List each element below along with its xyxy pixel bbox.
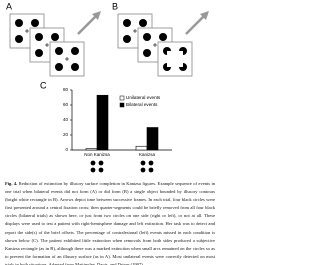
condition-icon	[90, 167, 96, 173]
panel-label: A	[6, 1, 12, 11]
figure-graphics: A B C 0 20 40 60 80 Non Kanizsa Kanizsa Unilate…	[6, 1, 209, 173]
bar	[135, 145, 148, 151]
legend-label: Unilateral events	[126, 95, 161, 100]
y-tick-label: 40	[63, 117, 69, 122]
caption-label: Fig. 4.	[5, 181, 18, 186]
condition-icon	[98, 160, 104, 166]
x-tick-label: Kanizsa	[139, 152, 156, 157]
caption-text: Reduction of extinction by illusory surf…	[5, 181, 216, 265]
y-tick-label: 80	[63, 87, 69, 92]
y-tick-label: 60	[63, 102, 69, 107]
condition-icon	[148, 167, 154, 173]
condition-icon	[140, 160, 146, 166]
bar	[146, 127, 159, 151]
legend-swatch	[119, 102, 125, 108]
panel-label: C	[40, 80, 47, 90]
y-tick-label: 20	[63, 132, 69, 137]
panel-b-diagram	[117, 11, 209, 77]
bar	[96, 94, 109, 151]
panel-label: B	[112, 1, 118, 11]
panel-a-diagram	[9, 11, 101, 77]
condition-icon	[148, 160, 154, 166]
y-tick-label: 0	[65, 147, 68, 152]
legend-label: Bilateral events	[126, 102, 158, 107]
figure: A B C 0 20 40 60 80 Non Kanizsa Kanizsa Unilate…	[5, 1, 215, 265]
legend-swatch	[119, 95, 125, 101]
condition-icon	[98, 167, 104, 173]
caption: Fig. 4. Reduction of extinction by illus…	[5, 180, 215, 265]
x-tick-label: Non Kanizsa	[84, 152, 110, 157]
condition-icon	[90, 160, 96, 166]
bar	[85, 148, 98, 151]
condition-icon	[140, 167, 146, 173]
